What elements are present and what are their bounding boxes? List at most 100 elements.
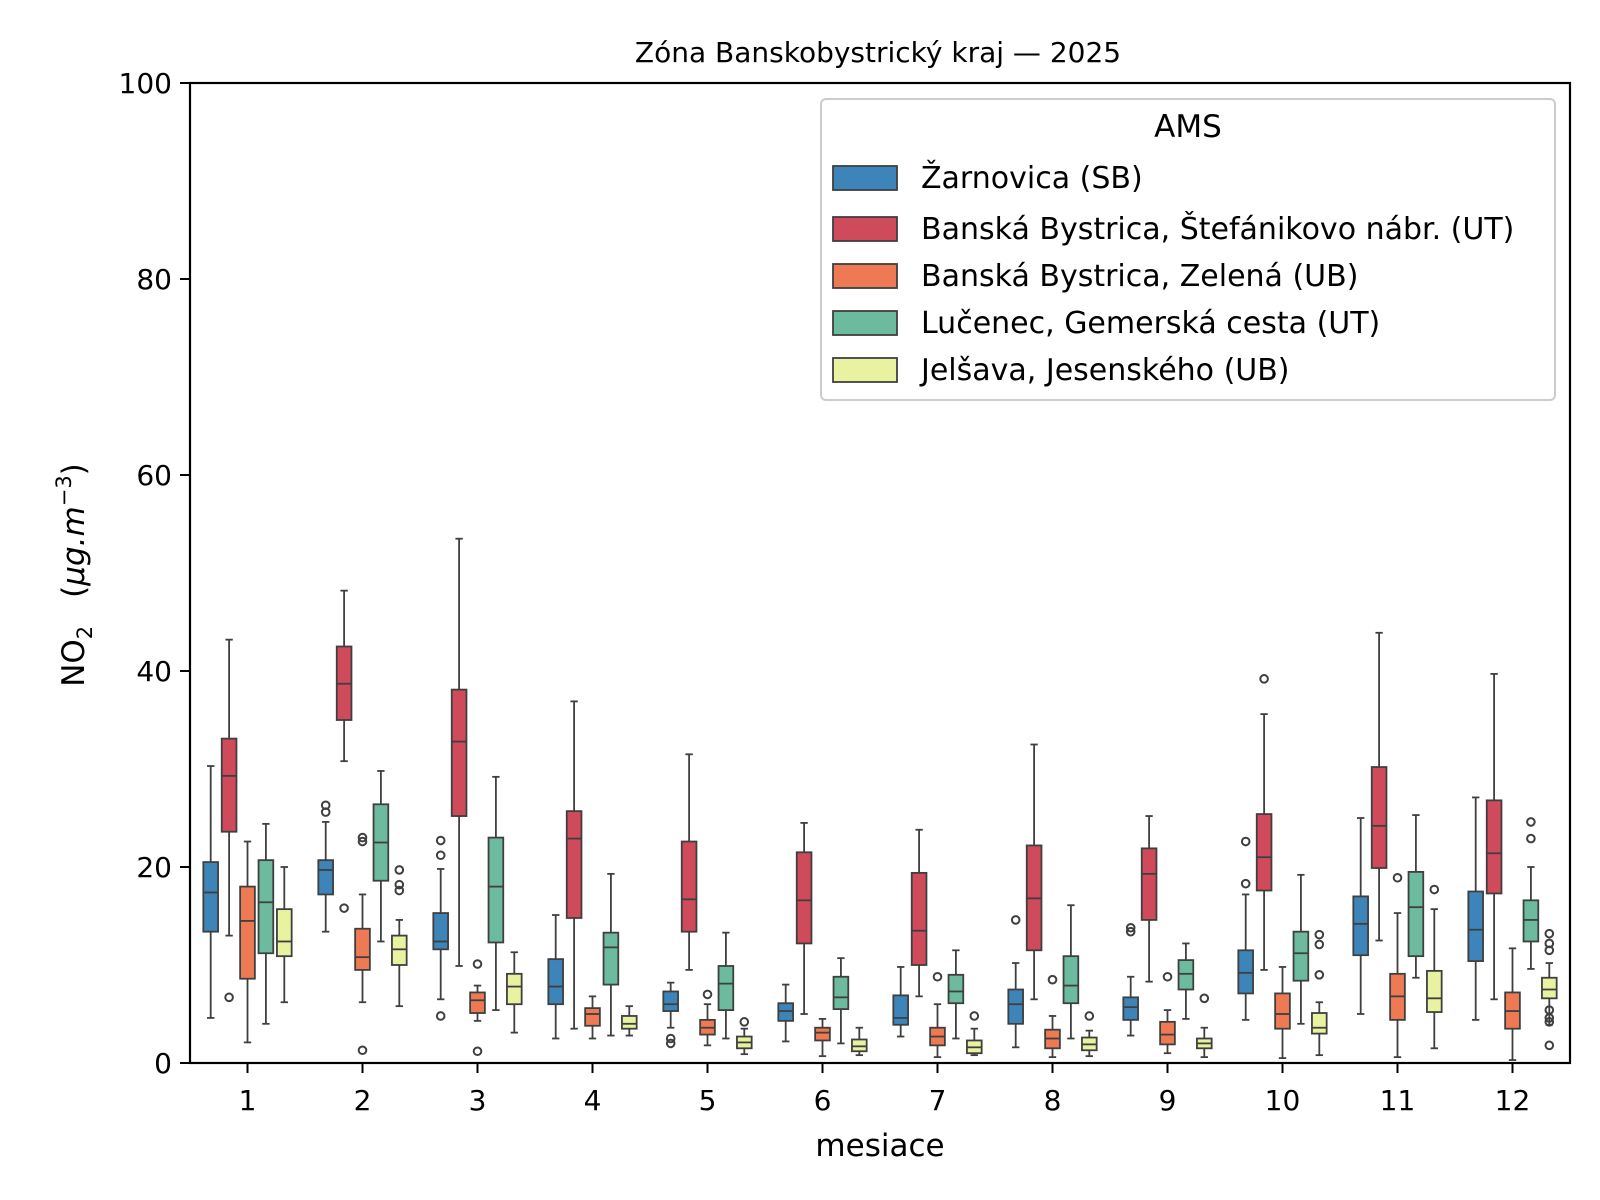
outlier-point — [1526, 817, 1536, 827]
outlier-point — [739, 1017, 750, 1027]
box — [851, 1038, 868, 1053]
box — [1007, 988, 1024, 1025]
legend-swatch — [832, 216, 898, 242]
outlier-point — [1544, 938, 1555, 949]
box-group — [851, 1026, 868, 1057]
x-tick-label: 8 — [1044, 1084, 1062, 1117]
x-tick-label: 11 — [1380, 1084, 1416, 1117]
outlier-point — [1240, 836, 1251, 847]
box — [584, 1007, 601, 1027]
plot-frame — [188, 81, 1572, 1065]
box — [450, 688, 468, 817]
box — [391, 934, 408, 966]
y-tick-label: 0 — [154, 1047, 172, 1080]
box-group — [1044, 974, 1061, 1059]
box-group — [1389, 872, 1406, 1059]
outlier-point — [1240, 878, 1251, 889]
box — [892, 994, 909, 1026]
box-group — [450, 537, 468, 967]
box — [680, 840, 698, 933]
box-group — [699, 989, 716, 1047]
box-group — [832, 957, 850, 1045]
box-group — [1274, 966, 1291, 1059]
box-group — [1062, 904, 1080, 1040]
outlier-point — [435, 850, 446, 861]
x-tick-label: 3 — [469, 1084, 487, 1117]
box-group — [487, 775, 505, 1011]
box — [487, 836, 505, 944]
box — [717, 965, 735, 1011]
box-group — [777, 983, 794, 1043]
box-group — [1237, 836, 1254, 1021]
box-group — [1140, 815, 1158, 983]
box-group — [391, 865, 408, 1008]
y-label-main: NO — [56, 639, 92, 687]
box — [947, 973, 965, 1005]
box — [910, 871, 928, 966]
box-group — [335, 589, 353, 913]
y-axis: 0 20 40 60 80 100 — [119, 67, 190, 1080]
box-group — [469, 959, 486, 1057]
x-tick-label: 6 — [814, 1084, 832, 1117]
box — [1407, 871, 1425, 958]
legend-label: Žarnovica (SB) — [921, 160, 1143, 196]
outlier-point — [1199, 993, 1210, 1004]
box-group — [1407, 814, 1425, 979]
x-tick-label: 12 — [1495, 1084, 1531, 1117]
box — [1062, 955, 1080, 1005]
box-group — [795, 822, 813, 1015]
outlier-point — [472, 959, 483, 969]
x-tick-label: 2 — [354, 1084, 372, 1117]
box-group — [1255, 674, 1273, 971]
box — [432, 912, 449, 951]
series-4 — [257, 770, 1540, 1045]
outlier-point — [394, 879, 405, 890]
box — [662, 990, 679, 1012]
box-group — [1485, 673, 1503, 1001]
box-group — [1177, 942, 1195, 1020]
box-group — [276, 866, 293, 1004]
box-group — [717, 931, 735, 1040]
box-group — [506, 951, 523, 1034]
legend-label: Jelšava, Jesenského (UB) — [919, 353, 1290, 388]
box — [239, 885, 256, 980]
box-group — [1081, 1011, 1098, 1058]
y-label-unit-mu: μg.m — [56, 506, 92, 586]
y-tick-label: 40 — [136, 655, 172, 688]
box-group — [354, 832, 371, 1056]
box — [1311, 1012, 1328, 1035]
outlier-point — [320, 800, 331, 811]
box-group — [1426, 884, 1443, 1050]
y-label-unit-exp: −3 — [52, 475, 76, 506]
legend: AMS Žarnovica (SB) Banská Bystrica, Štefá… — [820, 98, 1556, 401]
x-tick-label: 1 — [239, 1084, 257, 1117]
series-3 — [239, 832, 1521, 1061]
outlier-point — [1125, 922, 1136, 933]
legend-swatch — [832, 263, 898, 289]
box — [257, 859, 275, 955]
box-group — [621, 1005, 638, 1037]
box — [1237, 949, 1254, 995]
outlier-point — [394, 885, 405, 896]
box — [832, 975, 850, 1011]
y-axis-label: NO2 (μg.m−3) — [52, 463, 97, 687]
box-group — [372, 770, 390, 943]
box — [1370, 766, 1388, 869]
outlier-point — [1314, 970, 1325, 980]
box-group — [547, 914, 564, 1040]
box — [1541, 976, 1558, 1000]
legend-label: Lučenec, Gemerská cesta (UT) — [921, 306, 1380, 341]
box — [220, 737, 238, 833]
legend-label: Banská Bystrica, Štefánikovo nábr. (UT) — [921, 210, 1514, 247]
outlier-point — [357, 836, 368, 847]
outlier-point — [1429, 884, 1440, 895]
outlier-point — [932, 971, 943, 982]
box — [202, 861, 219, 933]
outlier-point — [1526, 833, 1536, 844]
x-tick-label: 4 — [584, 1084, 602, 1117]
box-group — [736, 1017, 753, 1056]
y-label-unit-close: ) — [56, 463, 92, 475]
legend-entries: Žarnovica (SB) Banská Bystrica, Štefániko… — [832, 160, 1514, 388]
box-group — [1311, 929, 1328, 1057]
legend-swatch — [832, 165, 898, 191]
